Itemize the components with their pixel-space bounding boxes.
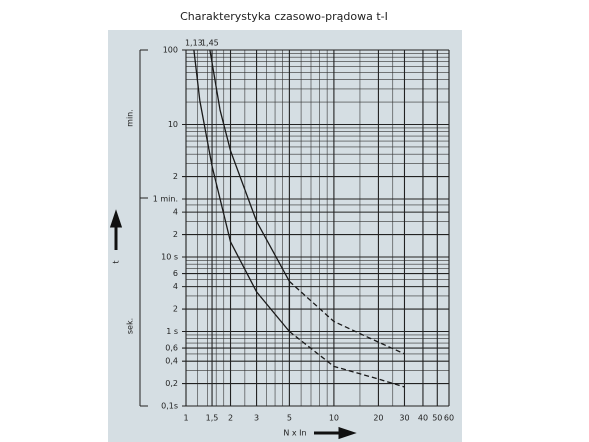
annotation: 1,45 (201, 39, 219, 48)
x-tick-label: 2 (228, 414, 233, 423)
chart-title: Charakterystyka czasowo-prądowa t-I (180, 10, 388, 23)
y-unit-label: min. (126, 109, 135, 127)
y-tick-label: 10 (168, 120, 178, 129)
curve (288, 330, 405, 388)
y-tick-label: 100 (163, 46, 178, 55)
y-arrow (109, 209, 123, 250)
y-tick-label: 0,1s (161, 402, 178, 411)
x-tick-label: 5 (287, 414, 292, 423)
x-arrow (314, 426, 357, 440)
curve (209, 49, 290, 282)
y-axis-label: t (112, 260, 121, 263)
y-tick-label: 4 (173, 208, 178, 217)
y-tick-label: 1 s (166, 327, 178, 336)
y-tick-label: 10 s (161, 252, 178, 261)
x-tick-label: 1 (183, 414, 188, 423)
x-tick-label: 50 (432, 414, 442, 423)
curve (193, 49, 290, 332)
x-tick-label: 60 (444, 414, 454, 423)
panel (108, 30, 462, 442)
x-tick-label: 10 (329, 414, 339, 423)
y-tick-label: 2 (173, 172, 178, 181)
x-tick-label: 1,5 (206, 414, 219, 423)
y-unit-label: sek. (126, 318, 135, 334)
annotation: 1,13 (185, 39, 203, 48)
y-tick-label: 0,6 (165, 344, 178, 353)
y-tick-label: 4 (173, 282, 178, 291)
x-tick-label: 40 (418, 414, 428, 423)
x-tick-label: 20 (373, 414, 383, 423)
y-tick-label: 0,4 (165, 357, 178, 366)
x-tick-label: 3 (254, 414, 259, 423)
x-tick-label: 30 (399, 414, 409, 423)
y-tick-label: 6 (173, 269, 178, 278)
x-axis-label: N x In (283, 429, 306, 438)
y-tick-label: 2 (173, 230, 178, 239)
y-tick-label: 0,2 (165, 379, 178, 388)
curve (288, 280, 405, 355)
y-tick-label: 2 (173, 305, 178, 314)
y-tick-label: 1 min. (153, 195, 178, 204)
